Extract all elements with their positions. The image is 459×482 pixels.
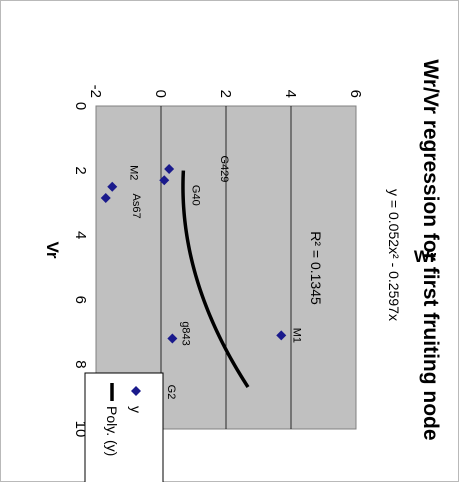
legend-entry-poly: Poly. (y) bbox=[104, 406, 120, 456]
x-tick-label: 2 bbox=[72, 166, 89, 174]
data-point-g843 bbox=[167, 333, 178, 344]
x-tick-label: 6 bbox=[72, 296, 89, 304]
point-labels: G429 G40 M2 As67 M1 g843 G2 bbox=[127, 156, 302, 400]
y-tick-label: 4 bbox=[282, 90, 299, 98]
point-label-as67: As67 bbox=[130, 194, 142, 219]
x-tick-label: 4 bbox=[72, 231, 89, 239]
y-tick-label: -2 bbox=[87, 85, 104, 98]
point-label-g429: G429 bbox=[218, 156, 230, 183]
x-tick-label: 8 bbox=[72, 360, 89, 368]
x-axis-title: Vr bbox=[43, 241, 62, 258]
data-point-m1 bbox=[276, 330, 287, 341]
point-label-m2: M2 bbox=[127, 165, 139, 180]
y-tick-label: 2 bbox=[217, 90, 234, 98]
y-axis-ticks: -2 0 2 4 6 bbox=[87, 85, 364, 98]
x-tick-label: 0 bbox=[72, 102, 89, 110]
trendline-equation: y = 0.052x² - 0.2597x bbox=[386, 189, 402, 321]
point-label-g843: g843 bbox=[179, 321, 191, 345]
legend-box bbox=[84, 372, 164, 482]
legend-entry-y: y bbox=[128, 406, 144, 413]
point-label-g40: G40 bbox=[189, 185, 201, 206]
y-tick-label: 0 bbox=[152, 90, 169, 98]
data-point-g429 bbox=[164, 163, 175, 174]
point-label-m1: M1 bbox=[290, 328, 302, 343]
legend: y Poly. (y) bbox=[84, 372, 164, 482]
trendline-poly bbox=[181, 170, 250, 388]
data-point-m2 bbox=[107, 181, 118, 192]
data-point-g40 bbox=[159, 175, 170, 186]
chart-title: Wr/Vr regression for first fruiting node bbox=[419, 59, 442, 440]
y-tick-label: 6 bbox=[347, 90, 364, 98]
y-axis-title: Wr bbox=[414, 247, 437, 266]
point-label-g2: G2 bbox=[165, 385, 177, 400]
legend-diamond-marker bbox=[131, 386, 141, 396]
trendline-r-squared: R² = 0.1345 bbox=[308, 231, 324, 305]
data-point-as67 bbox=[100, 193, 111, 204]
